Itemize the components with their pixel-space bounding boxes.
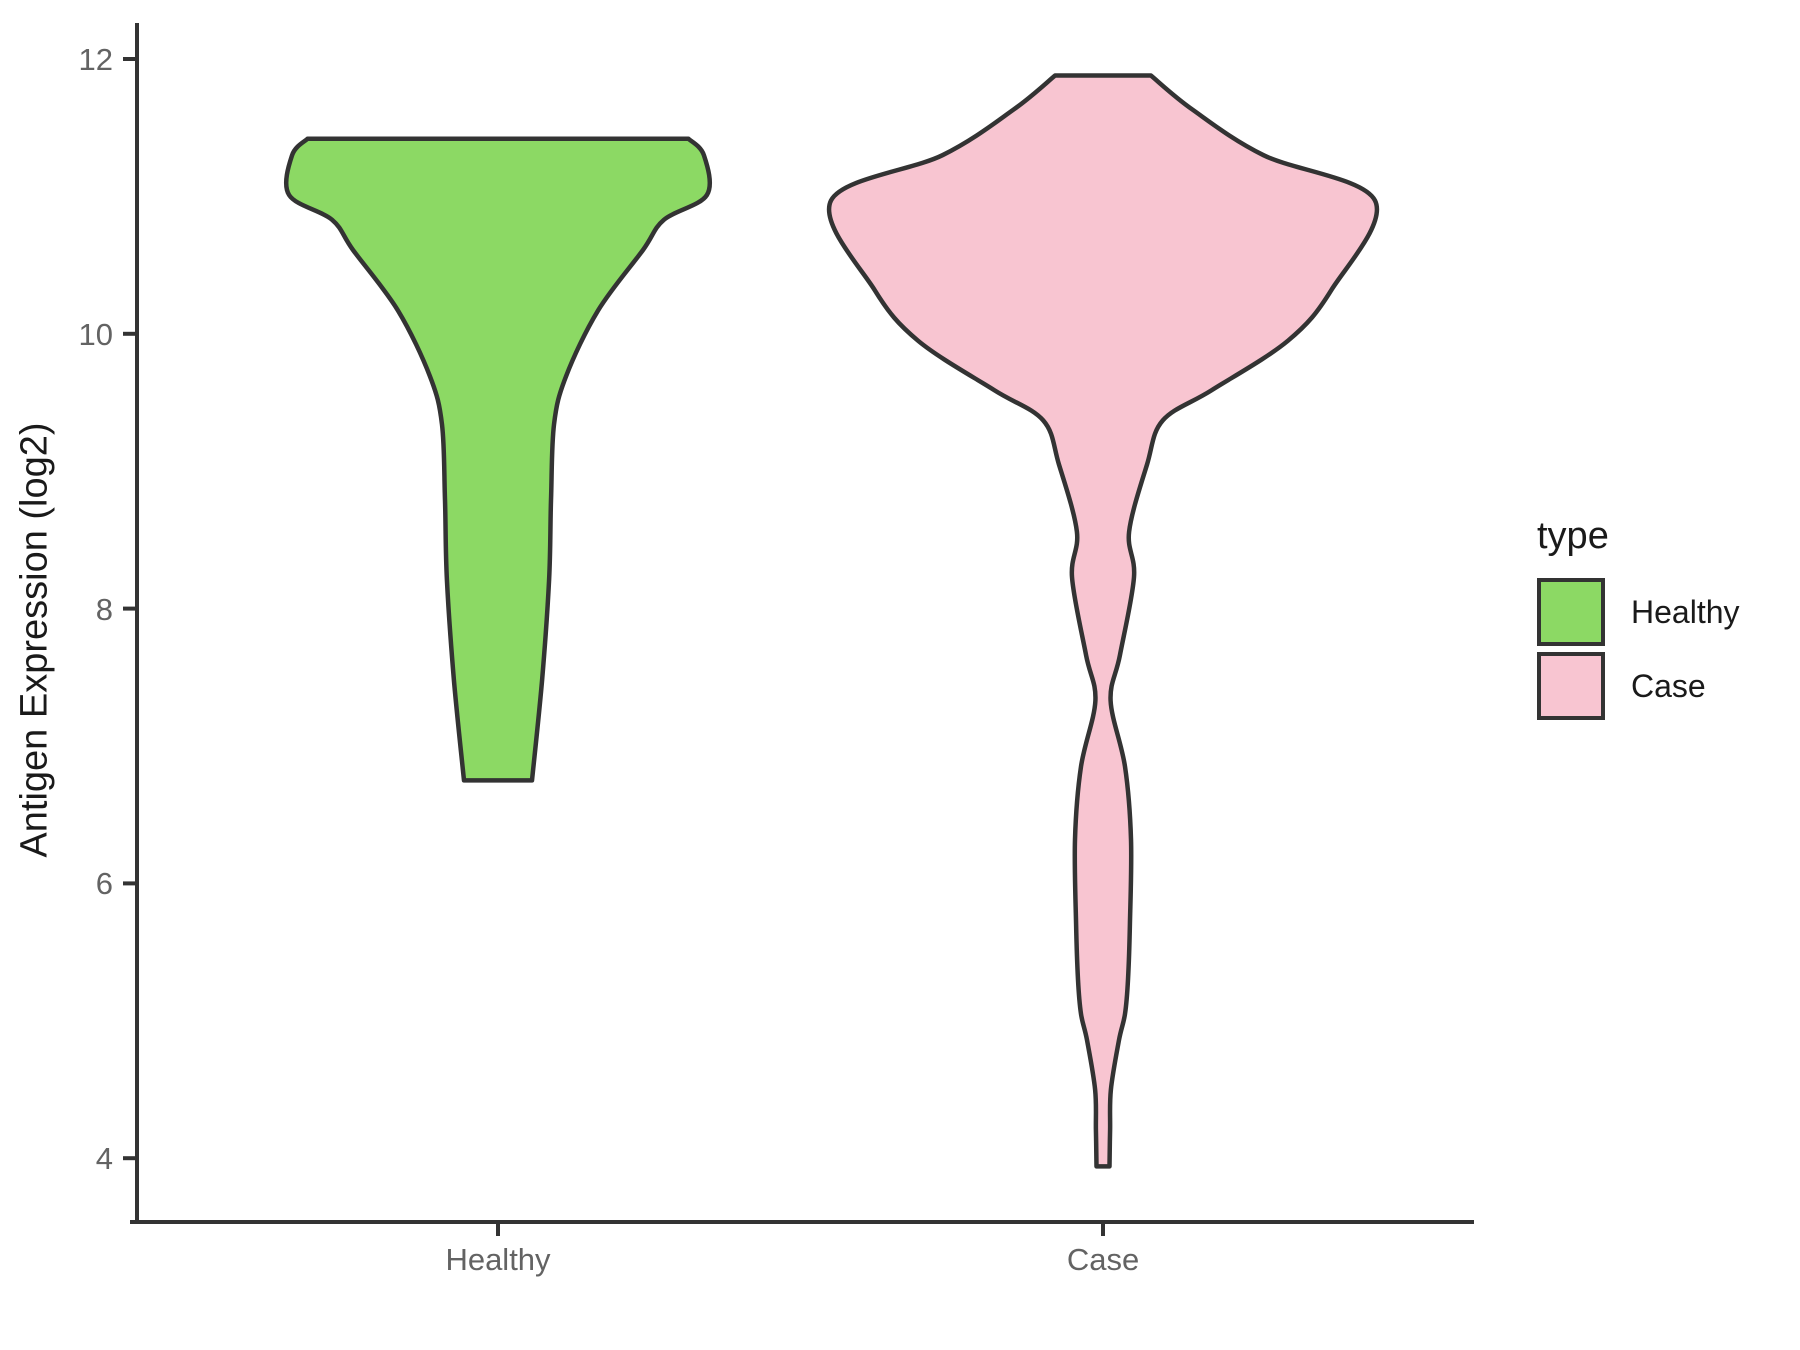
x-tick-label-healthy: Healthy — [445, 1242, 551, 1277]
y-tick-label-8: 8 — [95, 591, 113, 627]
y-tick-label-10: 10 — [78, 316, 113, 352]
legend-label-healthy: Healthy — [1631, 593, 1740, 630]
violin-healthy — [284, 136, 712, 783]
legend-entry-case: Case — [1537, 652, 1740, 720]
legend-entry-healthy: Healthy — [1537, 578, 1740, 646]
legend: type Healthy Case — [1537, 515, 1740, 726]
legend-title: type — [1537, 515, 1609, 557]
legend-swatch-case — [1537, 652, 1605, 720]
y-tick-label-4: 4 — [95, 1141, 113, 1177]
y-tick-label-6: 6 — [95, 866, 113, 902]
y-tick-label-12: 12 — [78, 42, 113, 77]
y-axis-title: Antigen Expression (log2) — [13, 422, 56, 858]
legend-swatch-healthy — [1537, 578, 1605, 646]
x-tick-label-case: Case — [1066, 1242, 1140, 1277]
legend-label-case: Case — [1631, 667, 1706, 704]
violin-case — [826, 73, 1380, 1169]
